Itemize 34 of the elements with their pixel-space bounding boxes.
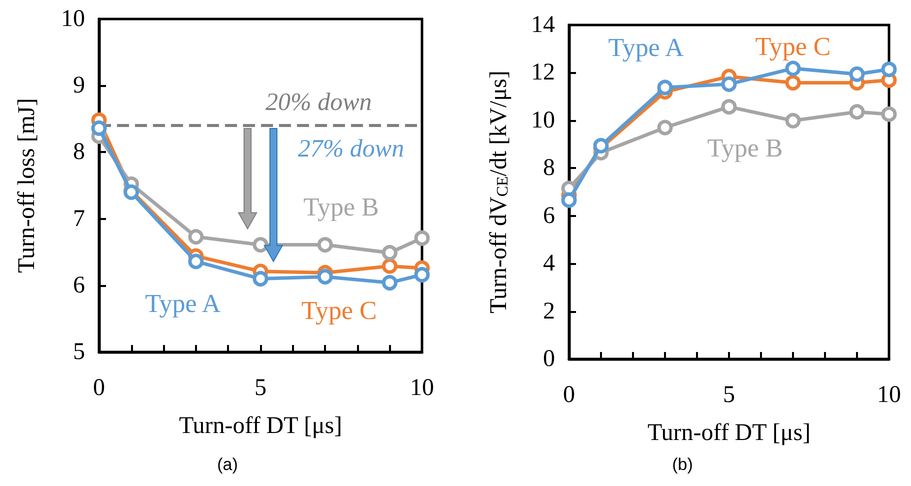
x-tick-label: 10 <box>410 375 434 401</box>
y-tick-label: 6 <box>73 272 85 298</box>
series-label: Type B <box>303 192 379 222</box>
series-label: Type A <box>145 288 221 318</box>
y-tick-label: 12 <box>531 60 555 86</box>
annotation: 27% down <box>298 135 404 162</box>
x-axis-title: Turn-off DT [μs] <box>178 413 342 439</box>
y-tick-label: 8 <box>73 139 85 166</box>
x-tick-label: 0 <box>93 375 105 401</box>
y-tick-label: 10 <box>531 107 555 134</box>
series-label: Type A <box>608 33 684 62</box>
text: (a) <box>216 455 239 475</box>
series-label: Type C <box>755 32 831 62</box>
x-tick-label: 10 <box>877 382 901 408</box>
text: (b) <box>671 455 694 475</box>
y-tick-label: 14 <box>531 12 555 38</box>
x-tick-label: 0 <box>563 382 575 408</box>
y-tick-label: 9 <box>73 72 85 99</box>
y-tick-label: 2 <box>543 298 555 324</box>
series-label: Type B <box>707 133 783 162</box>
y-tick-label: 7 <box>73 206 85 232</box>
x-tick-label: 5 <box>723 382 735 408</box>
y-tick-label: 10 <box>61 6 85 32</box>
y-tick-label: 8 <box>543 155 555 182</box>
x-tick-label: 5 <box>254 375 266 401</box>
y-axis-title: Turn-off loss [mJ] <box>14 98 40 273</box>
y-tick-label: 5 <box>73 339 85 365</box>
y-tick-label: 0 <box>543 346 555 372</box>
y-tick-label: 6 <box>543 202 555 229</box>
x-axis-title: Turn-off DT [μs] <box>647 420 811 446</box>
series-label: Type C <box>301 296 377 326</box>
annotation: 20% down <box>266 88 372 116</box>
y-tick-label: 4 <box>543 250 555 277</box>
y-axis-title: Turn-off dVCE/dt [kV/μs] <box>486 70 512 314</box>
